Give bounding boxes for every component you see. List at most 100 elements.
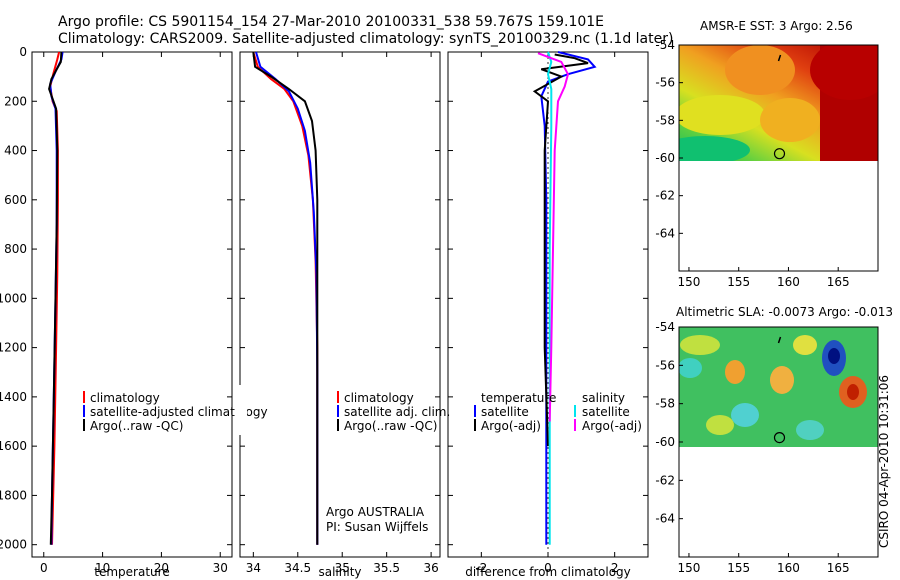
- figure-title-line1: Argo profile: CS 5901154_154 27-Mar-2010…: [58, 14, 604, 30]
- legend-label-temp-argo: Argo(-adj): [481, 419, 541, 433]
- map-x-tick-label: 155: [727, 275, 750, 289]
- map-y-tick-label: -64: [655, 226, 675, 240]
- map-x-tick-label: 150: [677, 275, 700, 289]
- map-y-tick-label: -60: [655, 151, 675, 165]
- map-y-tick-label: -56: [655, 76, 675, 90]
- x-tick-label: 2: [611, 561, 619, 575]
- sla-field-cyan-2: [731, 403, 759, 427]
- series-climatology: [252, 51, 319, 545]
- difference-legend: temperature satellite Argo(-adj) salinit…: [474, 391, 642, 433]
- salinity-annotation: Argo AUSTRALIA PI: Susan Wijffels: [326, 505, 428, 534]
- x-tick-label: 30: [213, 561, 228, 575]
- legend-label-argo: Argo(..raw -QC): [90, 419, 183, 433]
- sla-field-orange-2: [770, 366, 794, 394]
- sst-map-axes: 150 155 160 165 -54 -56 -58 -60 -62 -64: [655, 38, 849, 289]
- temperature-legend-mask: [235, 385, 247, 435]
- sla-map-field: [679, 327, 878, 447]
- x-tick-label: 0: [544, 561, 552, 575]
- y-tick-label: 1000: [0, 291, 27, 305]
- legend-label-climatology: climatology: [344, 391, 414, 405]
- sla-field-yellow-3: [706, 415, 734, 435]
- temperature-xlabel: temperature: [94, 565, 169, 579]
- sla-map-title: Altimetric SLA: -0.0073 Argo: -0.013: [676, 305, 893, 319]
- series-temperature-satellite: [540, 51, 597, 545]
- map-y-tick-label: -62: [655, 473, 675, 487]
- x-tick-label: 10: [95, 561, 110, 575]
- y-tick-label: 2000: [0, 538, 27, 552]
- sst-field-yellow-patch: [679, 95, 765, 135]
- series-temperature-argo-adj-: [532, 53, 589, 447]
- difference-xlabel: difference from climatology: [465, 565, 631, 579]
- y-tick-label: 1800: [0, 488, 27, 502]
- sla-field-blue-eddy-core: [828, 348, 840, 364]
- map-y-tick-label: -62: [655, 189, 675, 203]
- x-tick-label: 36: [423, 561, 438, 575]
- map-y-tick-label: -54: [655, 38, 675, 52]
- float-position-marker: [773, 431, 786, 444]
- series-salinity-argo-adj-: [537, 52, 570, 422]
- sla-field-yellow-2: [793, 335, 817, 355]
- float-track-tick: [777, 336, 782, 344]
- float-track-tick: [777, 54, 782, 62]
- salinity-xlabel: salinity: [318, 565, 361, 579]
- x-tick-label: 34: [246, 561, 261, 575]
- map-x-tick-label: 160: [777, 561, 800, 575]
- sla-field-cyan-1: [679, 358, 702, 378]
- map-x-tick-label: 160: [777, 275, 800, 289]
- legend-heading-salinity: salinity: [582, 391, 625, 405]
- sst-map-title: AMSR-E SST: 3 Argo: 2.56: [700, 19, 853, 33]
- float-position-marker: [773, 148, 786, 160]
- sst-field-orange-patch: [725, 45, 795, 95]
- legend-label-satellite: satellite adj. clim.: [344, 405, 450, 419]
- legend-label-argo: Argo(..raw -QC): [344, 419, 437, 433]
- figure-title-line2: Climatology: CARS2009. Satellite-adjuste…: [58, 31, 673, 47]
- sst-field-cold-patch: [679, 136, 750, 161]
- map-y-tick-label: -60: [655, 435, 675, 449]
- annotation-line1: Argo AUSTRALIA: [326, 505, 425, 519]
- legend-heading-temperature: temperature: [481, 391, 556, 405]
- sla-field-orange-1: [725, 360, 745, 384]
- sla-field-red-eddy-core: [847, 384, 859, 400]
- map-y-tick-label: -64: [655, 512, 675, 526]
- map-y-tick-label: -58: [655, 113, 675, 127]
- map-y-tick-label: -56: [655, 358, 675, 372]
- x-tick-label: -2: [475, 561, 487, 575]
- annotation-line2: PI: Susan Wijffels: [326, 520, 428, 534]
- sla-field-yellow-1: [680, 335, 720, 355]
- map-x-tick-label: 165: [827, 561, 850, 575]
- x-tick-label: 0: [40, 561, 48, 575]
- salinity-frame: [239, 51, 441, 558]
- y-tick-label: 0: [19, 45, 27, 59]
- legend-label-temp-satellite: satellite: [481, 405, 529, 419]
- map-x-tick-label: 165: [827, 275, 850, 289]
- x-tick-label: 35.5: [373, 561, 400, 575]
- sst-field-mid-patch: [760, 98, 820, 142]
- y-tick-label: 400: [4, 144, 27, 158]
- y-tick-label: 1400: [0, 390, 27, 404]
- salinity-panel: 34 34.5 35 35.5 36 salinity: [239, 51, 441, 579]
- series-argo-raw-qc-: [252, 51, 319, 545]
- map-x-tick-label: 150: [677, 561, 700, 575]
- side-stamp: CSIRO 04-Apr-2010 10:31:06: [877, 375, 891, 548]
- x-tick-label: 34.5: [284, 561, 311, 575]
- sla-map-axes: 150 155 160 165 -54 -56 -58 -60 -62 -64: [655, 320, 849, 575]
- legend-label-climatology: climatology: [90, 391, 160, 405]
- x-tick-label: 35: [335, 561, 350, 575]
- temperature-frame: [31, 51, 233, 558]
- temperature-legend: climatology satellite-adjusted climatolo…: [83, 391, 268, 433]
- series-satellite-adj-clim-: [255, 51, 319, 545]
- legend-label-satellite-adjusted: satellite-adjusted climatology: [90, 405, 268, 419]
- y-tick-label: 800: [4, 242, 27, 256]
- salinity-legend: climatology satellite adj. clim. Argo(..…: [337, 391, 450, 433]
- map-x-tick-label: 155: [727, 561, 750, 575]
- y-tick-label: 1200: [0, 341, 27, 355]
- temperature-panel: 0 10 20 30 0 200 400 600 800 1000 1200 1400 1600 1800…: [0, 45, 233, 579]
- series-argo-raw-qc-: [48, 51, 63, 545]
- y-tick-label: 1600: [0, 439, 27, 453]
- sla-field-cyan-3: [796, 420, 824, 440]
- y-tick-label: 600: [4, 193, 27, 207]
- map-y-tick-label: -58: [655, 397, 675, 411]
- sst-field-warm-patch: [810, 45, 878, 100]
